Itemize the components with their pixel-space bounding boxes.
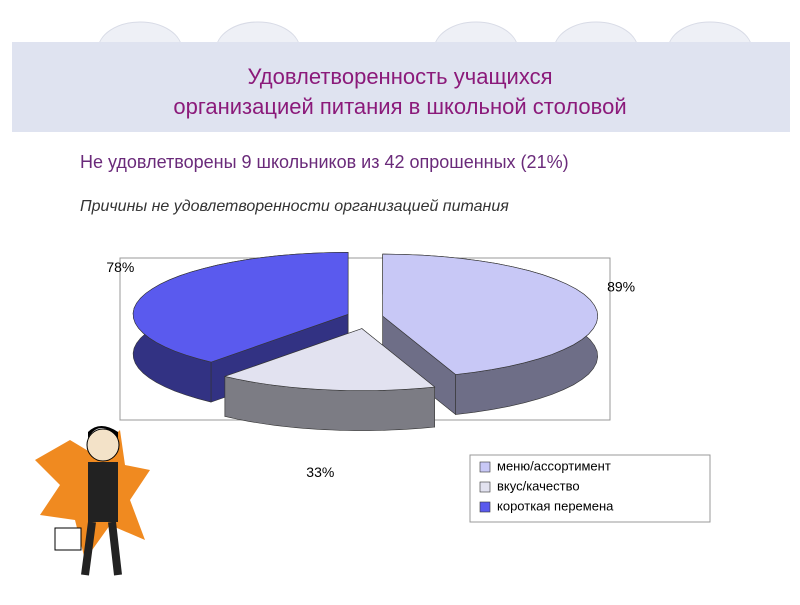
pie: [132, 251, 599, 431]
pie-slice: [223, 327, 436, 431]
slice-top: [382, 253, 599, 375]
slide-note: Не удовлетворены 9 школьников из 42 опро…: [80, 152, 569, 172]
data-label: 89%: [607, 279, 635, 295]
slice-top: [132, 251, 349, 363]
legend-label: меню/ассортимент: [497, 458, 611, 473]
data-label: 78%: [106, 259, 134, 275]
data-label: 33%: [306, 464, 334, 480]
slice-top: [223, 328, 436, 391]
pie-slice: [382, 253, 599, 416]
legend-swatch: [479, 461, 491, 473]
legend: [469, 454, 711, 523]
legend-swatch: [479, 481, 491, 493]
character-illustration: [35, 426, 150, 576]
chart-title: Причины не удовлетворенности организацие…: [80, 198, 509, 215]
slide-title: организацией питания в школьной столовой: [173, 94, 626, 119]
legend-label: вкус/качество: [497, 478, 580, 493]
legend-swatch: [479, 501, 491, 513]
legend-label: короткая перемена: [497, 498, 614, 513]
slide-title: Удовлетворенность учащихся: [247, 64, 552, 89]
title-banner: [12, 42, 790, 132]
